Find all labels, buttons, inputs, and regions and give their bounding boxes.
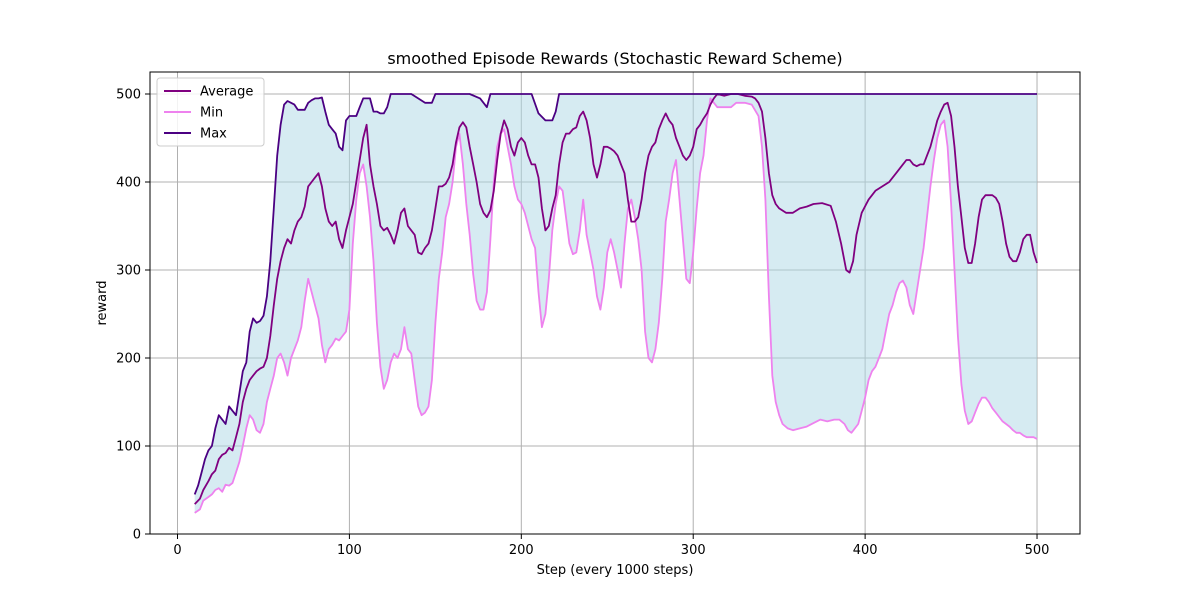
y-axis-label: reward: [95, 280, 110, 325]
legend-label-average: Average: [200, 85, 253, 100]
plot-frame: [149, 71, 1081, 535]
legend: Average Min Max: [156, 77, 265, 147]
x-axis-label: Step (every 1000 steps): [537, 563, 694, 578]
x-tick-label: 300: [681, 543, 706, 558]
series-line-max: [193, 93, 1037, 495]
legend-label-min: Min: [200, 106, 223, 121]
x-axis-ticks: 0 100 200 300 400 500: [173, 534, 1049, 558]
series-line-min: [194, 97, 1038, 514]
y-axis-ticks: 0 100 200 300 400 500: [116, 88, 150, 543]
x-tick-label: 100: [337, 543, 362, 558]
min-max-fill-area: [194, 94, 1037, 513]
y-tick-label: 400: [116, 176, 141, 191]
x-tick-label: 500: [1025, 543, 1050, 558]
legend-label-max: Max: [200, 127, 227, 142]
y-tick-label: 0: [133, 528, 141, 543]
x-tick-label: 200: [509, 543, 534, 558]
x-tick-label: 0: [173, 543, 181, 558]
x-tick-label: 400: [853, 543, 878, 558]
series-lines: [193, 93, 1038, 514]
y-tick-label: 100: [116, 440, 141, 455]
series-line-average: [194, 93, 1038, 505]
legend-box: [156, 77, 265, 147]
y-tick-label: 300: [116, 264, 141, 279]
chart-title: smoothed Episode Rewards (Stochastic Rew…: [387, 49, 842, 68]
y-tick-label: 500: [116, 88, 141, 103]
y-tick-label: 200: [116, 352, 141, 367]
